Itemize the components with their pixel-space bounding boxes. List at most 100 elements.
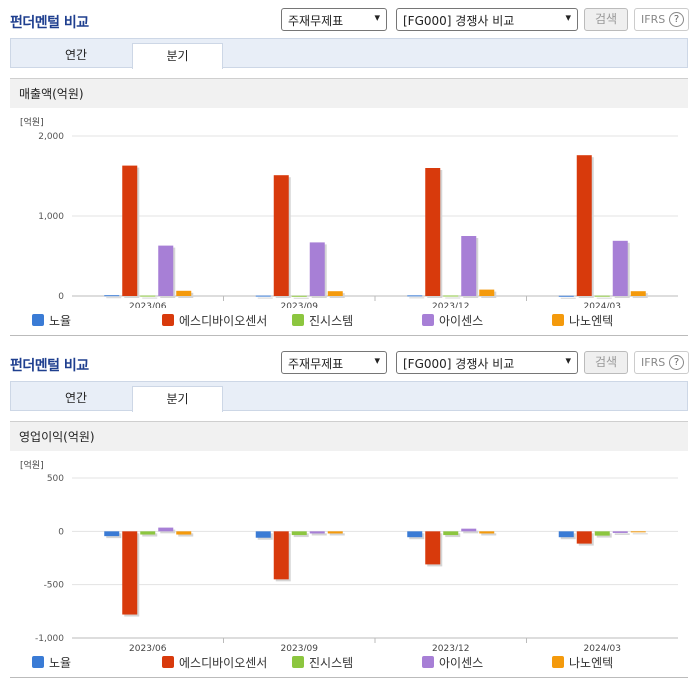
bar-shadow [445, 297, 461, 299]
peer-group-select[interactable]: [FG000] 경쟁사 비교 ▾ [396, 351, 578, 374]
section-divider [10, 677, 688, 678]
sales-chart: [억원] 0 1,000 2,000 2023/06 2023/09 2023/12 2024… [10, 108, 688, 308]
legend-label: 아이센스 [439, 314, 484, 328]
statement-select-value: 주재무제표 [288, 357, 344, 371]
ifrs-help-button[interactable]: IFRS ? [634, 8, 689, 31]
section-title: 펀더멘털 비교 [10, 358, 89, 374]
peer-group-select[interactable]: [FG000] 경쟁사 비교 ▾ [396, 8, 578, 31]
chevron-down-icon: ▾ [565, 11, 571, 24]
bar-진시스템-2024/03 [594, 295, 610, 297]
bar-나노엔텍-2023/09 [327, 531, 343, 534]
legend-swatch [162, 314, 174, 326]
statement-select[interactable]: 주재무제표 ▾ [281, 8, 387, 31]
tab-annual[interactable]: 연간 [64, 48, 88, 62]
tab-annual[interactable]: 연간 [64, 391, 88, 405]
bar-노율-2023/12 [407, 531, 423, 538]
bar-에스디바이오센서-2023/09 [273, 175, 289, 296]
bar-나노엔텍-2023/12 [479, 531, 495, 534]
bar-노율-2023/06 [104, 295, 120, 297]
x-tick-label: 2023/06 [129, 302, 167, 308]
bar-shadow [160, 529, 176, 534]
x-tick-label: 2023/12 [432, 302, 469, 308]
ifrs-help-button[interactable]: IFRS ? [634, 351, 689, 374]
y-tick-label: -1,000 [35, 634, 64, 644]
help-icon: ? [669, 12, 684, 27]
bar-에스디바이오센서-2023/12 [425, 531, 441, 565]
legend-swatch [552, 314, 564, 326]
peer-group-select-value: [FG000] 경쟁사 비교 [403, 14, 515, 28]
bar-아이센스-2024/03 [612, 240, 628, 296]
help-icon: ? [669, 355, 684, 370]
bar-나노엔텍-2023/06 [176, 290, 192, 296]
statement-select[interactable]: 주재무제표 ▾ [281, 351, 387, 374]
bar-진시스템-2023/06 [140, 295, 156, 297]
chevron-down-icon: ▾ [565, 354, 571, 367]
bar-shadow [481, 533, 497, 536]
bar-shadow [445, 533, 461, 538]
legend-swatch [422, 656, 434, 668]
section-header: 펀더멘털 비교 주재무제표 ▾ [FG000] 경쟁사 비교 ▾ 검색 IFRS… [0, 0, 696, 38]
metric-title: 매출액(억원) [10, 78, 688, 108]
x-tick-label: 2023/06 [129, 644, 167, 651]
bar-shadow [632, 533, 648, 535]
bar-shadow [463, 530, 479, 534]
bar-나노엔텍-2024/03 [630, 291, 646, 296]
chart-legend: 노율 에스디바이오센서 진시스템 아이센스 나노엔텍 [10, 311, 688, 331]
metric-title: 영업이익(억원) [10, 421, 688, 451]
section-title: 펀더멘털 비교 [10, 15, 89, 31]
tab-quarterly[interactable]: 분기 [132, 43, 223, 69]
legend-label: 아이센스 [439, 656, 484, 670]
legend-label: 에스디바이오센서 [179, 656, 268, 670]
legend-label: 진시스템 [309, 656, 354, 670]
bar-아이센스-2023/06 [158, 527, 174, 532]
section-divider [10, 335, 688, 336]
y-tick-label: -500 [44, 581, 65, 591]
legend-swatch [552, 656, 564, 668]
chart-legend: 노율 에스디바이오센서 진시스템 아이센스 나노엔텍 [10, 653, 688, 673]
bar-shadow [560, 297, 576, 299]
bar-shadow [614, 533, 630, 535]
search-button[interactable]: 검색 [584, 351, 628, 374]
unit-label: [억원] [20, 116, 44, 128]
tab-quarterly[interactable]: 분기 [132, 386, 223, 412]
bar-에스디바이오센서-2023/09 [273, 531, 289, 580]
unit-label: [억원] [20, 459, 44, 471]
bar-shadow [596, 297, 612, 299]
bar-에스디바이오센서-2023/06 [122, 531, 138, 615]
bar-shadow [329, 533, 345, 536]
x-tick-label: 2023/12 [432, 644, 469, 651]
bar-노율-2023/06 [104, 531, 120, 537]
chevron-down-icon: ▾ [374, 11, 380, 24]
sales-section: 펀더멘털 비교 주재무제표 ▾ [FG000] 경쟁사 비교 ▾ 검색 IFRS… [0, 0, 696, 340]
bar-아이센스-2023/06 [158, 245, 174, 296]
y-tick-label: 500 [47, 474, 64, 484]
bar-에스디바이오센서-2024/03 [576, 531, 592, 544]
y-tick-label: 1,000 [38, 212, 64, 222]
search-button[interactable]: 검색 [584, 8, 628, 31]
bar-shadow [311, 533, 327, 536]
legend-label: 나노엔텍 [569, 656, 614, 670]
bar-에스디바이오센서-2024/03 [576, 155, 592, 296]
bar-아이센스-2023/12 [461, 528, 477, 532]
bar-shadow [293, 533, 309, 538]
bar-나노엔텍-2023/09 [327, 291, 343, 296]
legend-swatch [162, 656, 174, 668]
x-tick-label: 2024/03 [584, 644, 621, 651]
section-header: 펀더멘털 비교 주재무제표 ▾ [FG000] 경쟁사 비교 ▾ 검색 IFRS… [0, 343, 696, 381]
legend-swatch [32, 314, 44, 326]
bar-진시스템-2024/03 [594, 531, 610, 536]
legend-label: 노율 [49, 656, 72, 670]
bar-shadow [178, 533, 194, 537]
bar-노율-2024/03 [558, 295, 574, 297]
x-tick-label: 2023/09 [281, 644, 319, 651]
x-tick-label: 2024/03 [584, 302, 621, 308]
legend-label: 에스디바이오센서 [179, 314, 268, 328]
bar-에스디바이오센서-2023/06 [122, 165, 138, 296]
legend-label: 나노엔텍 [569, 314, 614, 328]
x-tick-label: 2023/09 [281, 302, 319, 308]
operating-income-chart: [억원] -1,000 -500 0 500 2023/06 2023/09 2023/12 2… [10, 451, 688, 651]
legend-swatch [292, 314, 304, 326]
legend-swatch [292, 656, 304, 668]
bar-나노엔텍-2024/03 [630, 531, 646, 533]
bar-노율-2024/03 [558, 531, 574, 538]
